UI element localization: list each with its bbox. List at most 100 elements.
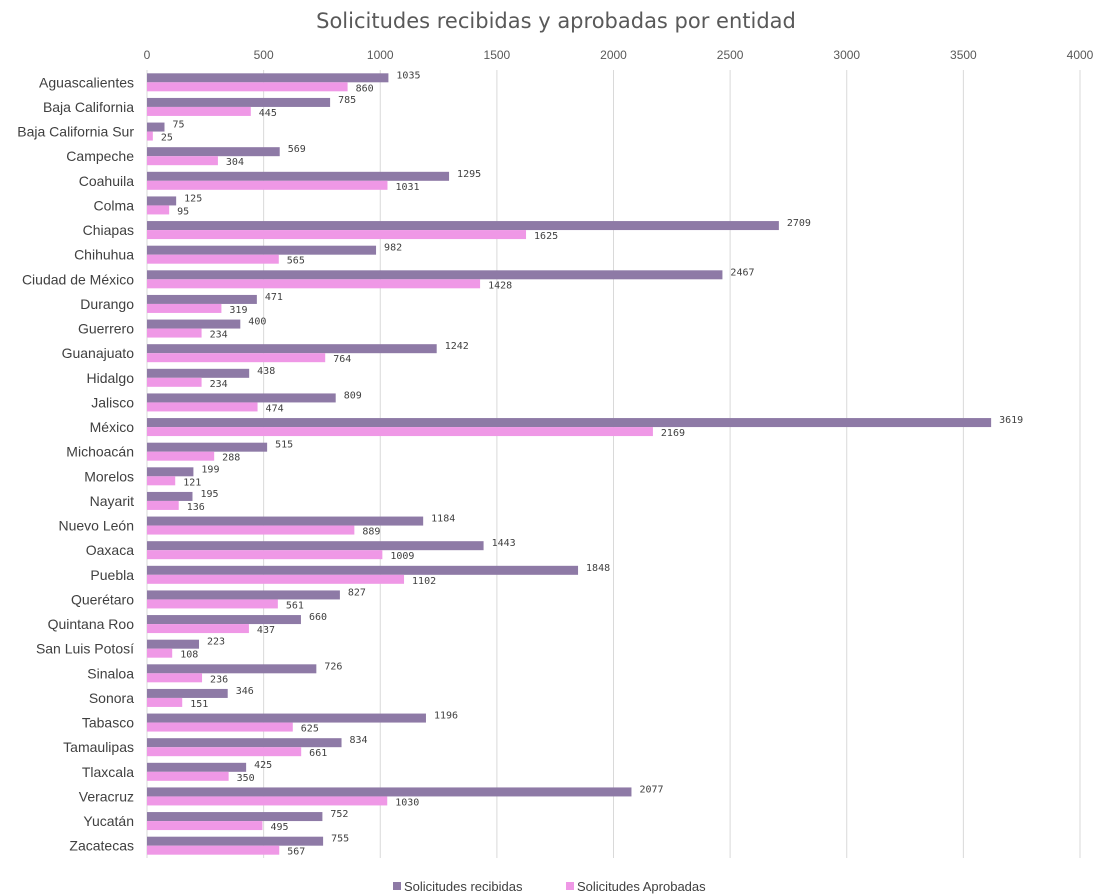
bar-aprobadas: [147, 427, 653, 437]
data-label-recibidas: 1443: [492, 538, 516, 549]
x-tick-label-2000: 2000: [600, 48, 627, 62]
bar-recibidas: [147, 122, 165, 132]
data-label-recibidas: 755: [331, 834, 349, 845]
bar-recibidas: [147, 812, 323, 822]
data-label-aprobadas: 625: [301, 724, 319, 735]
data-label-recibidas: 515: [275, 440, 293, 451]
data-label-recibidas: 1035: [396, 70, 420, 81]
bar-aprobadas: [147, 550, 383, 560]
bar-recibidas: [147, 713, 426, 723]
data-label-recibidas: 425: [254, 760, 272, 771]
bar-recibidas: [147, 541, 484, 551]
chart-title: Solicitudes recibidas y aprobadas por en…: [316, 9, 796, 33]
data-label-recibidas: 1196: [434, 711, 458, 722]
x-tick-label-0: 0: [144, 48, 151, 62]
data-label-aprobadas: 2169: [661, 428, 685, 439]
bar-recibidas: [147, 97, 331, 107]
data-label-recibidas: 75: [172, 120, 184, 131]
bar-aprobadas: [147, 525, 355, 535]
legend-label-aprobadas: Solicitudes Aprobadas: [577, 879, 706, 894]
data-label-aprobadas: 151: [190, 699, 208, 710]
category-label: Quintana Roo: [48, 616, 135, 632]
category-label: Oaxaca: [86, 542, 134, 558]
bar-aprobadas: [147, 845, 280, 855]
data-label-recibidas: 199: [201, 464, 219, 475]
category-label: Sinaloa: [87, 665, 134, 681]
bar-recibidas: [147, 171, 450, 181]
data-label-aprobadas: 95: [177, 206, 189, 217]
category-label: Guanajuato: [62, 345, 135, 361]
category-label: Campeche: [66, 148, 134, 164]
gridlines: [146, 70, 1081, 858]
data-label-aprobadas: 25: [161, 133, 173, 144]
data-label-recibidas: 438: [257, 366, 275, 377]
bar-aprobadas: [147, 697, 183, 707]
bar-aprobadas: [147, 648, 173, 658]
bar-aprobadas: [147, 722, 293, 732]
category-labels: Aguascalientes Baja California Baja Califo…: [17, 74, 134, 853]
data-label-aprobadas: 445: [259, 108, 277, 119]
category-label: Tabasco: [82, 715, 134, 731]
bar-aprobadas: [147, 796, 388, 806]
bar-recibidas: [147, 393, 336, 403]
data-label-aprobadas: 1428: [488, 280, 512, 291]
bar-recibidas: [147, 196, 177, 206]
category-label: Tlaxcala: [82, 764, 134, 780]
bar-recibidas: [147, 270, 723, 280]
category-label: Sonora: [89, 690, 134, 706]
bar-recibidas: [147, 294, 257, 304]
category-label: Michoacán: [66, 444, 134, 460]
data-label-aprobadas: 764: [333, 354, 351, 365]
category-label: Colma: [94, 197, 135, 213]
bar-recibidas: [147, 467, 194, 477]
bar-recibidas: [147, 245, 377, 255]
bar-recibidas: [147, 836, 324, 846]
data-label-aprobadas: 565: [287, 256, 305, 267]
bar-recibidas: [147, 688, 228, 698]
data-label-aprobadas: 437: [257, 625, 275, 636]
bar-aprobadas: [147, 82, 348, 92]
data-label-aprobadas: 319: [229, 305, 247, 316]
bar-aprobadas: [147, 624, 249, 634]
bar-recibidas: [147, 590, 340, 600]
data-label-recibidas: 785: [338, 95, 356, 106]
category-label: Chihuhua: [74, 247, 134, 263]
category-label: Guerrero: [78, 321, 134, 337]
data-label-aprobadas: 1031: [395, 182, 419, 193]
category-label: Puebla: [90, 567, 134, 583]
category-label: México: [90, 419, 135, 435]
bar-recibidas: [147, 73, 389, 83]
data-label-recibidas: 2077: [639, 784, 663, 795]
data-label-aprobadas: 288: [222, 453, 240, 464]
bar-aprobadas: [147, 377, 202, 387]
bar-aprobadas: [147, 673, 203, 683]
legend-swatch-recibidas: [393, 882, 401, 890]
x-tick-label-2500: 2500: [717, 48, 744, 62]
x-tick-label-1000: 1000: [367, 48, 394, 62]
bar-recibidas: [147, 418, 992, 428]
bar-aprobadas: [147, 303, 222, 313]
data-label-aprobadas: 234: [210, 379, 228, 390]
data-label-aprobadas: 1009: [390, 551, 414, 562]
bar-aprobadas: [147, 821, 263, 831]
bar-aprobadas: [147, 230, 527, 240]
x-tick-label-1500: 1500: [484, 48, 511, 62]
data-label-aprobadas: 561: [286, 600, 304, 611]
bar-recibidas: [147, 516, 424, 526]
data-label-aprobadas: 567: [287, 847, 305, 858]
category-label: Querétaro: [71, 591, 134, 607]
category-label: Baja California Sur: [17, 124, 134, 140]
bar-recibidas: [147, 491, 193, 501]
data-label-recibidas: 346: [236, 686, 254, 697]
bar-recibidas: [147, 762, 247, 772]
data-label-aprobadas: 1030: [395, 797, 419, 808]
bar-aprobadas: [147, 106, 251, 116]
bar-recibidas: [147, 368, 250, 378]
data-label-recibidas: 752: [330, 809, 348, 820]
data-label-recibidas: 834: [350, 735, 368, 746]
bar-recibidas: [147, 221, 779, 231]
data-label-recibidas: 1295: [457, 169, 481, 180]
data-label-recibidas: 660: [309, 612, 327, 623]
data-label-aprobadas: 1625: [534, 231, 558, 242]
